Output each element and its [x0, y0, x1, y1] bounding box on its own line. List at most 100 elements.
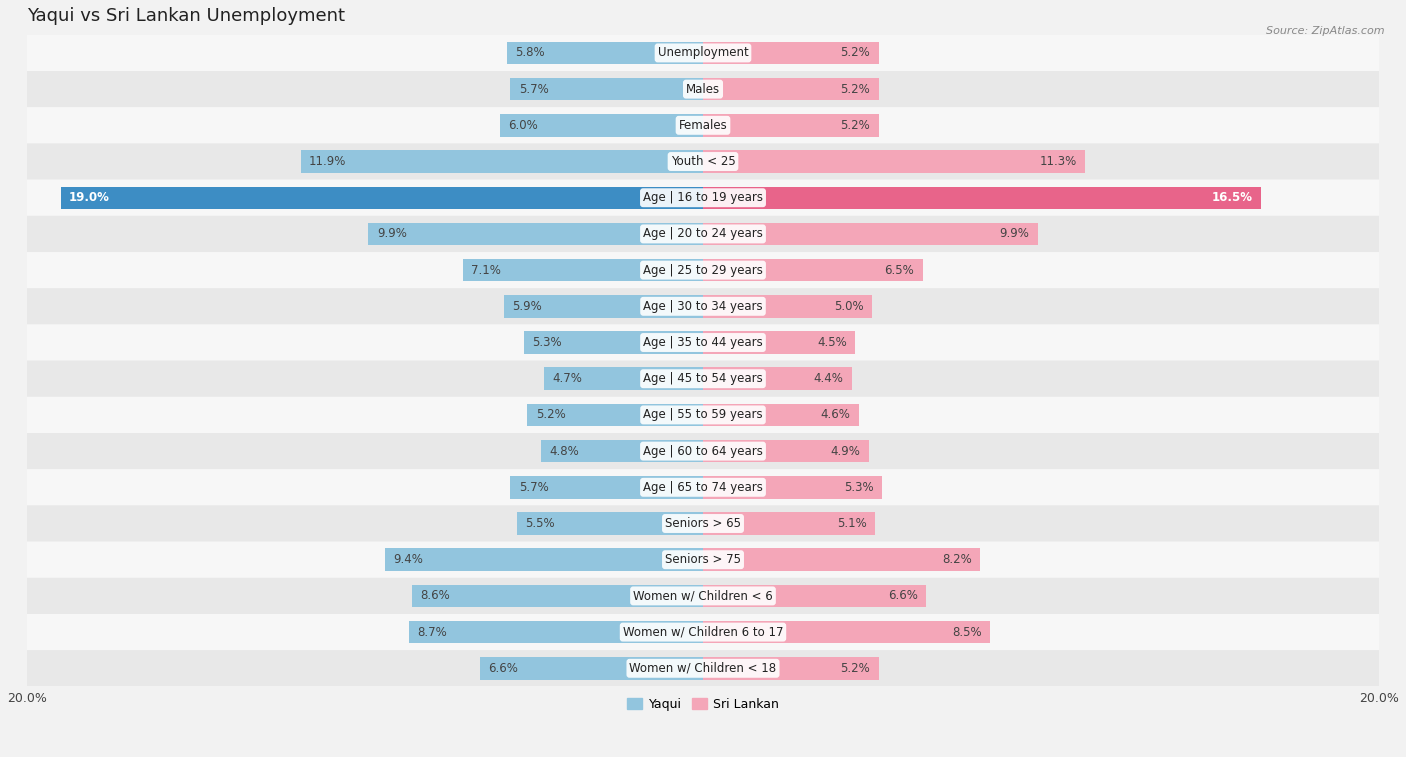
Text: 4.7%: 4.7% — [553, 372, 582, 385]
FancyBboxPatch shape — [27, 614, 1379, 650]
Text: 6.5%: 6.5% — [884, 263, 914, 276]
FancyBboxPatch shape — [27, 397, 1379, 433]
Bar — [479, 657, 703, 680]
Bar — [527, 403, 703, 426]
Text: 5.2%: 5.2% — [536, 409, 565, 422]
Text: 8.5%: 8.5% — [952, 625, 981, 639]
Text: 6.0%: 6.0% — [509, 119, 538, 132]
Legend: Yaqui, Sri Lankan: Yaqui, Sri Lankan — [623, 693, 783, 716]
Bar — [703, 151, 1085, 173]
FancyBboxPatch shape — [27, 541, 1379, 578]
Text: Age | 20 to 24 years: Age | 20 to 24 years — [643, 227, 763, 241]
Bar — [703, 621, 990, 643]
Text: 5.2%: 5.2% — [841, 119, 870, 132]
Text: Women w/ Children < 6: Women w/ Children < 6 — [633, 590, 773, 603]
Bar — [703, 584, 927, 607]
Text: 5.1%: 5.1% — [837, 517, 868, 530]
Bar — [508, 42, 703, 64]
Bar — [510, 476, 703, 499]
FancyBboxPatch shape — [27, 216, 1379, 252]
Bar — [501, 114, 703, 136]
Bar — [524, 332, 703, 354]
Bar — [703, 114, 879, 136]
Bar — [412, 584, 703, 607]
Text: 9.9%: 9.9% — [1000, 227, 1029, 241]
Text: Unemployment: Unemployment — [658, 46, 748, 60]
Text: Age | 45 to 54 years: Age | 45 to 54 years — [643, 372, 763, 385]
Text: 5.9%: 5.9% — [512, 300, 541, 313]
FancyBboxPatch shape — [27, 107, 1379, 143]
Text: Women w/ Children < 18: Women w/ Children < 18 — [630, 662, 776, 674]
Text: 4.6%: 4.6% — [820, 409, 851, 422]
Bar — [409, 621, 703, 643]
Bar — [463, 259, 703, 282]
Text: Age | 25 to 29 years: Age | 25 to 29 years — [643, 263, 763, 276]
Text: Seniors > 65: Seniors > 65 — [665, 517, 741, 530]
Bar — [703, 186, 1261, 209]
Bar — [544, 367, 703, 390]
FancyBboxPatch shape — [27, 469, 1379, 506]
FancyBboxPatch shape — [27, 578, 1379, 614]
Bar — [301, 151, 703, 173]
Bar — [703, 657, 879, 680]
Bar — [517, 512, 703, 534]
Text: 5.3%: 5.3% — [533, 336, 562, 349]
Bar — [703, 440, 869, 463]
Bar — [703, 512, 876, 534]
FancyBboxPatch shape — [27, 179, 1379, 216]
Text: Age | 16 to 19 years: Age | 16 to 19 years — [643, 192, 763, 204]
Text: Seniors > 75: Seniors > 75 — [665, 553, 741, 566]
Text: 5.8%: 5.8% — [516, 46, 546, 60]
Bar — [703, 42, 879, 64]
Text: 5.7%: 5.7% — [519, 481, 548, 494]
FancyBboxPatch shape — [27, 252, 1379, 288]
Text: Age | 65 to 74 years: Age | 65 to 74 years — [643, 481, 763, 494]
Text: Yaqui vs Sri Lankan Unemployment: Yaqui vs Sri Lankan Unemployment — [27, 7, 344, 25]
Text: 5.5%: 5.5% — [526, 517, 555, 530]
Bar — [703, 295, 872, 317]
Text: Source: ZipAtlas.com: Source: ZipAtlas.com — [1267, 26, 1385, 36]
Text: 7.1%: 7.1% — [471, 263, 502, 276]
Text: 11.9%: 11.9% — [309, 155, 346, 168]
Text: 9.9%: 9.9% — [377, 227, 406, 241]
Bar — [703, 78, 879, 101]
Text: Youth < 25: Youth < 25 — [671, 155, 735, 168]
Text: 4.8%: 4.8% — [550, 444, 579, 458]
Text: 11.3%: 11.3% — [1039, 155, 1077, 168]
Text: Age | 55 to 59 years: Age | 55 to 59 years — [643, 409, 763, 422]
FancyBboxPatch shape — [27, 288, 1379, 325]
Bar — [703, 259, 922, 282]
Text: Age | 30 to 34 years: Age | 30 to 34 years — [643, 300, 763, 313]
Text: Females: Females — [679, 119, 727, 132]
Bar — [703, 223, 1038, 245]
Bar — [368, 223, 703, 245]
Text: 8.2%: 8.2% — [942, 553, 972, 566]
Text: 6.6%: 6.6% — [488, 662, 519, 674]
FancyBboxPatch shape — [27, 35, 1379, 71]
Text: 4.4%: 4.4% — [814, 372, 844, 385]
Bar — [541, 440, 703, 463]
Bar — [703, 476, 882, 499]
Text: 5.2%: 5.2% — [841, 83, 870, 95]
FancyBboxPatch shape — [27, 143, 1379, 179]
Text: 8.7%: 8.7% — [418, 625, 447, 639]
FancyBboxPatch shape — [27, 325, 1379, 360]
Text: 5.3%: 5.3% — [844, 481, 873, 494]
Text: 9.4%: 9.4% — [394, 553, 423, 566]
Text: 4.9%: 4.9% — [831, 444, 860, 458]
FancyBboxPatch shape — [27, 433, 1379, 469]
Text: 5.7%: 5.7% — [519, 83, 548, 95]
Bar — [703, 332, 855, 354]
Text: Age | 35 to 44 years: Age | 35 to 44 years — [643, 336, 763, 349]
Bar — [385, 549, 703, 571]
Text: 5.2%: 5.2% — [841, 46, 870, 60]
Text: 5.2%: 5.2% — [841, 662, 870, 674]
Text: Women w/ Children 6 to 17: Women w/ Children 6 to 17 — [623, 625, 783, 639]
Text: 16.5%: 16.5% — [1212, 192, 1253, 204]
FancyBboxPatch shape — [27, 650, 1379, 687]
FancyBboxPatch shape — [27, 360, 1379, 397]
FancyBboxPatch shape — [27, 506, 1379, 541]
Text: 5.0%: 5.0% — [834, 300, 863, 313]
Bar — [703, 549, 980, 571]
Text: 8.6%: 8.6% — [420, 590, 450, 603]
